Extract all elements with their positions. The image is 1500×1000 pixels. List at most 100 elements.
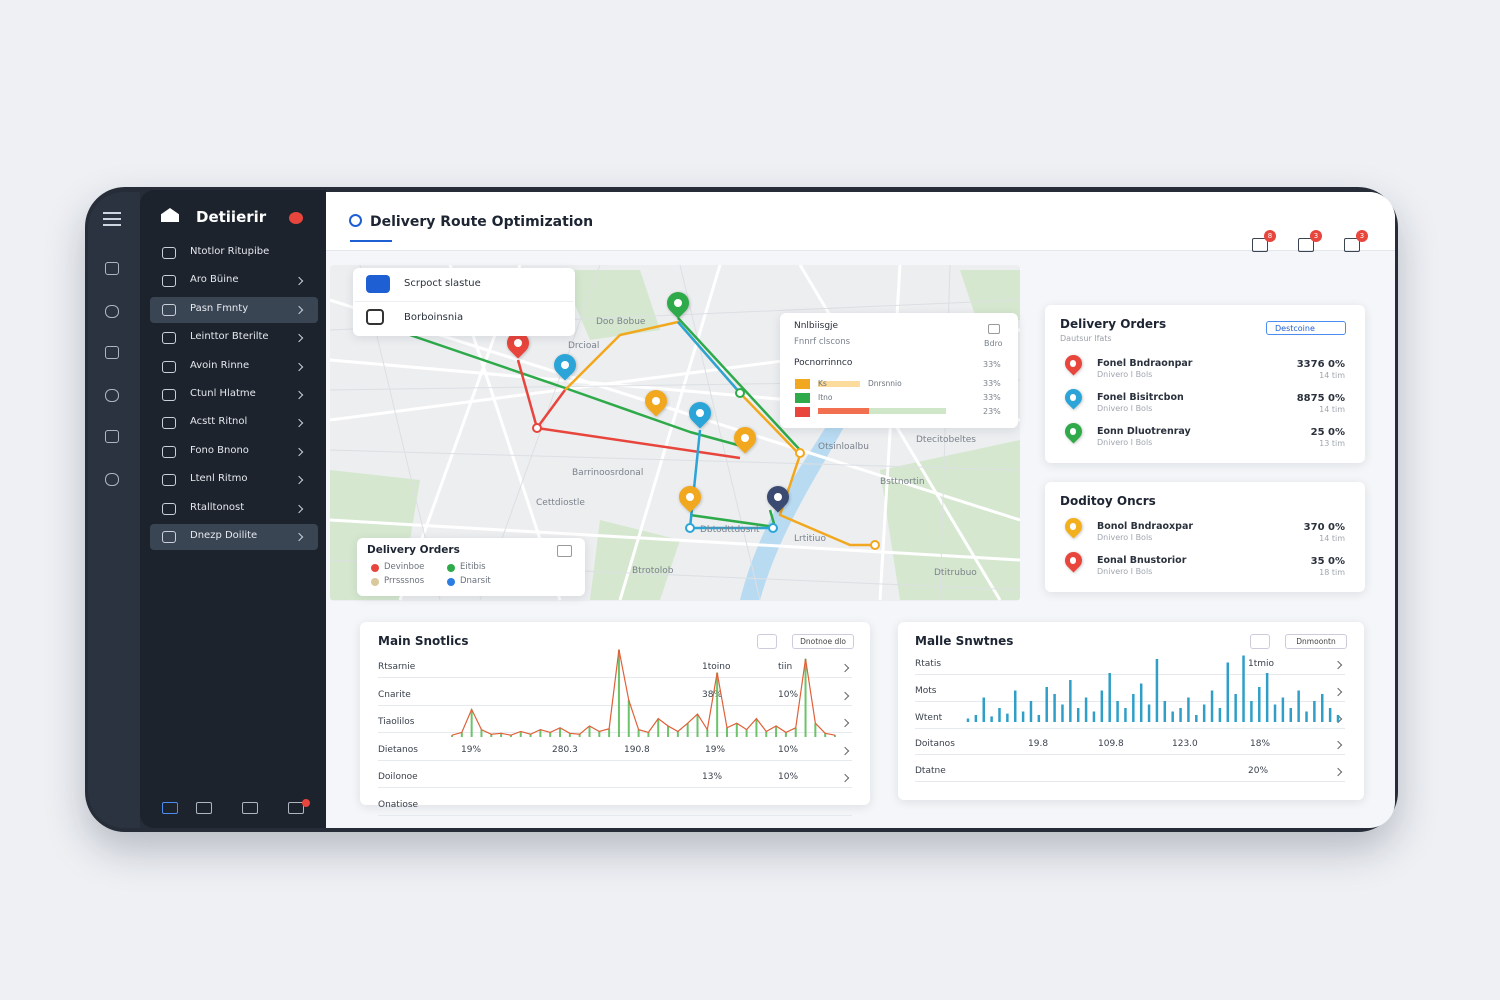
nav-icon [162,389,176,401]
stats-cell: 10% [778,772,799,783]
order-dist: 14 tim [1319,371,1345,380]
order-dist: 18 tim [1319,568,1345,577]
sidebar-footer-icon [162,802,178,814]
badge: 8 [1264,230,1276,242]
stats-row-label: Mots [915,685,937,696]
stats-cell: 123.0 [1172,739,1198,750]
stats-button[interactable]: Dnmoontn [1285,634,1347,649]
legend-icon [557,545,572,557]
stats-row-divider [915,754,1345,756]
stats-row-divider [915,781,1345,783]
stats-row-divider [915,727,1345,729]
order-name: Fonel Bndraonpar [1097,358,1193,369]
header-icon [1344,238,1360,252]
legend-label: Dnarsit [460,576,491,586]
orders-card [1045,482,1365,592]
info-swatch [795,379,810,389]
pin-dot [1069,523,1077,530]
rail-icon [105,473,119,486]
info-icon [988,324,1000,334]
river [740,420,845,600]
stats-row-label: Doitanos [915,739,955,750]
stats-cell: 13% [702,772,723,783]
badge: 3 [1310,230,1322,242]
stats-title: Main Snotlics [378,634,469,648]
search-icon [366,309,384,325]
stats-row-label: Cnarite [378,689,411,700]
nav-item-label: Ltenl Ritmo [190,473,248,485]
orders-button[interactable]: Destcoine [1266,321,1346,335]
nav-icon [162,275,176,288]
divider [355,301,573,302]
stats-cell: 190.8 [624,744,650,755]
stats-row-label: Tiaolilos [378,717,415,728]
info-value: 23% [983,407,1001,416]
stats-cell: 10% [778,689,799,700]
stats-cell: 1toino [702,662,731,672]
info-header-value: 33% [983,360,1001,369]
orders-subtitle: Dautsur lfats [1060,334,1112,343]
order-sub: Dnivero I Bols [1097,438,1153,447]
stats-cell: 19% [461,744,482,755]
info-value: 33% [983,393,1001,402]
nav-item-label: Rtalltonost [190,501,245,513]
badge: 3 [1356,230,1368,242]
stats-cell: tiin [778,662,793,672]
map-label: Barrinoosrdonal [572,468,643,478]
pin-dot [561,361,569,370]
map-label: Otsinloalbu [818,442,869,452]
order-dist: 14 tim [1319,405,1345,414]
brand: Detiierir [196,208,267,226]
stats-cell: 1tmio [1248,659,1275,669]
order-sub: Dnivero I Bols [1097,370,1153,379]
stats-row-divider [378,815,852,816]
nav-item-active [150,296,318,323]
search-text: Scrpoct slastue [404,278,481,289]
legend-dot [447,564,455,572]
search-card card [353,268,575,336]
stats-row-label: Wtent [915,712,943,723]
map-label: Cettdiostle [536,498,585,508]
map-label: Lrtitiuo [794,534,826,544]
stats-title: Malle Snwtnes [915,634,1014,648]
pin-dot [652,397,660,406]
menu-line [103,212,121,214]
nav-icon [162,332,176,345]
stats-button[interactable]: Dnotnoe dlo [792,634,854,649]
order-value: 25 0% [1310,427,1345,438]
sidebar-footer-icon [196,802,212,814]
sidebar [140,190,326,828]
rail-icon [105,430,119,443]
order-name: Bonol Bndraoxpar [1097,521,1194,532]
nav-item-label: Leinttor Bterilte [190,331,269,343]
info-header: Pocnorrinnco [794,358,853,368]
map-label: Bsttnortin [880,477,925,487]
pin-dot [696,409,704,418]
stats-row-label: Rtsarnie [378,662,416,672]
order-name: Fonel Bisitrcbon [1097,392,1184,403]
nav-item-label: Avoin Rinne [190,359,250,371]
stats-cell: 10% [778,744,799,755]
stats-row-label: Rtatis [915,659,942,669]
nav-icon [162,360,176,373]
pin-dot [514,339,522,348]
stats-cell: 18% [1250,739,1271,750]
legend-label: Devinboe [384,562,425,572]
pin-dot [741,434,749,443]
nav-item-label: Ntotlor Ritupibe [190,246,270,257]
info-label: Dnrsnnio [868,379,902,388]
info-label: Itno [818,393,833,402]
legend-card [357,538,585,596]
header-title: Delivery Route Optimization [370,214,594,230]
map-label: Doo Bobue [596,317,646,327]
order-name: Eonal Bnustorior [1097,555,1187,566]
stats-cell: 19.8 [1028,739,1049,750]
nav-icon [162,502,176,515]
order-value: 370 0% [1303,522,1345,533]
order-dist: 14 tim [1319,534,1345,543]
footer-badge [302,799,310,807]
legend-dot [371,564,379,572]
pin-dot [1069,360,1077,367]
orders-title: Doditoy Oncrs [1060,494,1156,508]
